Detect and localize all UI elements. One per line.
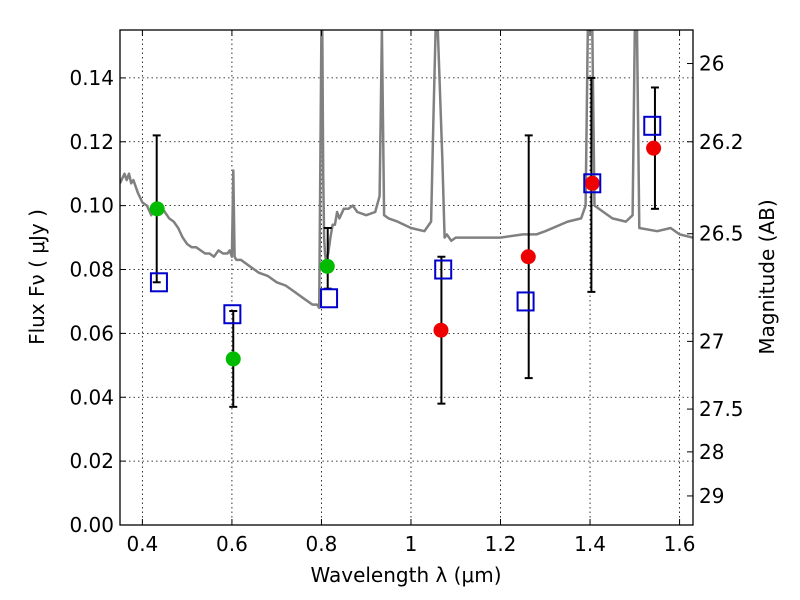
green-data-point: [149, 201, 165, 217]
y2-tick-label: 29: [699, 484, 724, 508]
y-tick-label: 0.12: [69, 130, 114, 154]
points-layer: [149, 115, 662, 367]
y2-tick-label: 28: [699, 440, 724, 464]
y2-tick-label: 27.5: [699, 397, 744, 421]
x-tick-label: 0.6: [216, 532, 248, 556]
y-axis-label: Flux Fν ( μJy ): [25, 209, 49, 345]
ticks-layer: 0.4 0.6 0.8 1 1.2 1.4 1.6 0.00 0.02 0.04 0.06 0.08 0…: [69, 30, 744, 556]
red-data-point: [520, 249, 536, 265]
x-axis-label: Wavelength λ (μm): [310, 563, 501, 587]
x-tick-label: 1.6: [664, 532, 696, 556]
y-tick-label: 0.02: [69, 449, 114, 473]
x-tick-label: 1.4: [574, 532, 606, 556]
red-data-point: [433, 322, 449, 338]
y2-tick-label: 26.5: [699, 222, 744, 246]
red-data-point: [584, 175, 600, 191]
y-tick-label: 0.06: [69, 321, 114, 345]
x-tick-label: 0.4: [126, 532, 158, 556]
y-tick-label: 0.10: [69, 194, 114, 218]
model-square: [516, 291, 535, 312]
y-tick-label: 0.08: [69, 258, 114, 282]
spectrum-line: [120, 30, 693, 310]
model-square: [149, 272, 168, 293]
green-data-point: [225, 351, 241, 367]
plot-frame: [119, 29, 694, 526]
x-tick-label: 1.2: [485, 532, 517, 556]
y-tick-label: 0.14: [69, 66, 114, 90]
model-square: [320, 288, 339, 309]
y2-tick-label: 26: [699, 52, 724, 76]
spectrum-layer: [120, 30, 693, 310]
green-data-point: [319, 258, 335, 274]
x-tick-label: 0.8: [306, 532, 338, 556]
y-tick-label: 0.04: [69, 385, 114, 409]
model-square: [583, 173, 602, 194]
red-data-point: [646, 140, 662, 156]
y-tick-label: 0.00: [69, 513, 114, 537]
model-square: [643, 115, 662, 136]
x-tick-label: 1: [405, 532, 418, 556]
model-square: [223, 304, 242, 325]
y2-tick-label: 26.2: [699, 130, 744, 154]
y2-axis-label: Magnitude (AB): [755, 199, 779, 354]
grid: [120, 30, 693, 525]
y2-tick-label: 27: [699, 329, 724, 353]
model-square: [434, 259, 453, 280]
